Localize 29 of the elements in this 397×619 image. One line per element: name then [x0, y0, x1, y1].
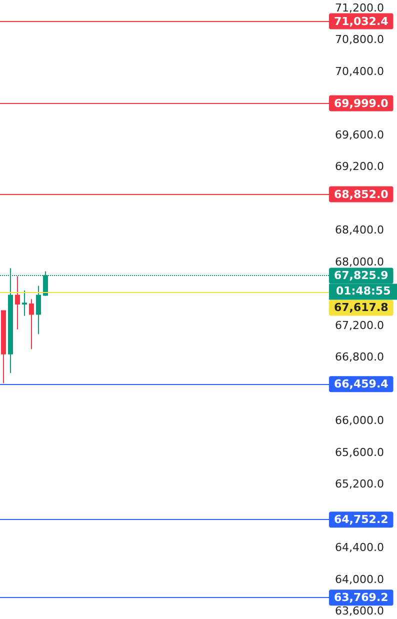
text: 01:48:55 — [336, 284, 391, 298]
ref-line-label: 71,032.4 — [334, 14, 389, 28]
ref-line-label: 63,769.2 — [334, 591, 388, 604]
ref-line-label: 64,752.2 — [334, 513, 388, 526]
y-tick-label: 64,400.0 — [335, 541, 384, 554]
ref-line-label: 67,825.9 — [334, 269, 388, 282]
candlestick — [29, 298, 34, 350]
y-tick-label: 68,000.0 — [335, 255, 384, 268]
y-tick-label: 68,400.0 — [335, 224, 384, 237]
y-tick-label: 67,200.0 — [335, 318, 384, 332]
y-tick-label: 63,600.0 — [335, 604, 384, 618]
candlestick — [15, 276, 20, 330]
candlestick — [22, 290, 27, 316]
candlestick — [1, 310, 6, 384]
candlestick — [36, 285, 41, 335]
y-tick-label: 69,600.0 — [335, 128, 384, 142]
ref-line-label: 68,852.0 — [334, 188, 389, 201]
ref-line-label: 69,999.0 — [334, 96, 389, 110]
y-tick-label: 71,200.0 — [335, 2, 384, 14]
y-tick-label: 64,000.0 — [335, 572, 384, 586]
y-tick-label: 65,600.0 — [335, 446, 384, 459]
y-tick-label: 66,000.0 — [335, 414, 384, 428]
y-tick-label: 70,400.0 — [335, 64, 384, 78]
ref-line-label: 67,617.8 — [334, 301, 388, 314]
ref-line-label: 66,459.4 — [334, 378, 389, 391]
y-tick-label: 70,800.0 — [335, 33, 384, 46]
y-tick-label: 69,200.0 — [335, 160, 384, 174]
y-tick-label: 66,800.0 — [335, 350, 384, 364]
y-tick-label: 65,200.0 — [335, 478, 384, 491]
